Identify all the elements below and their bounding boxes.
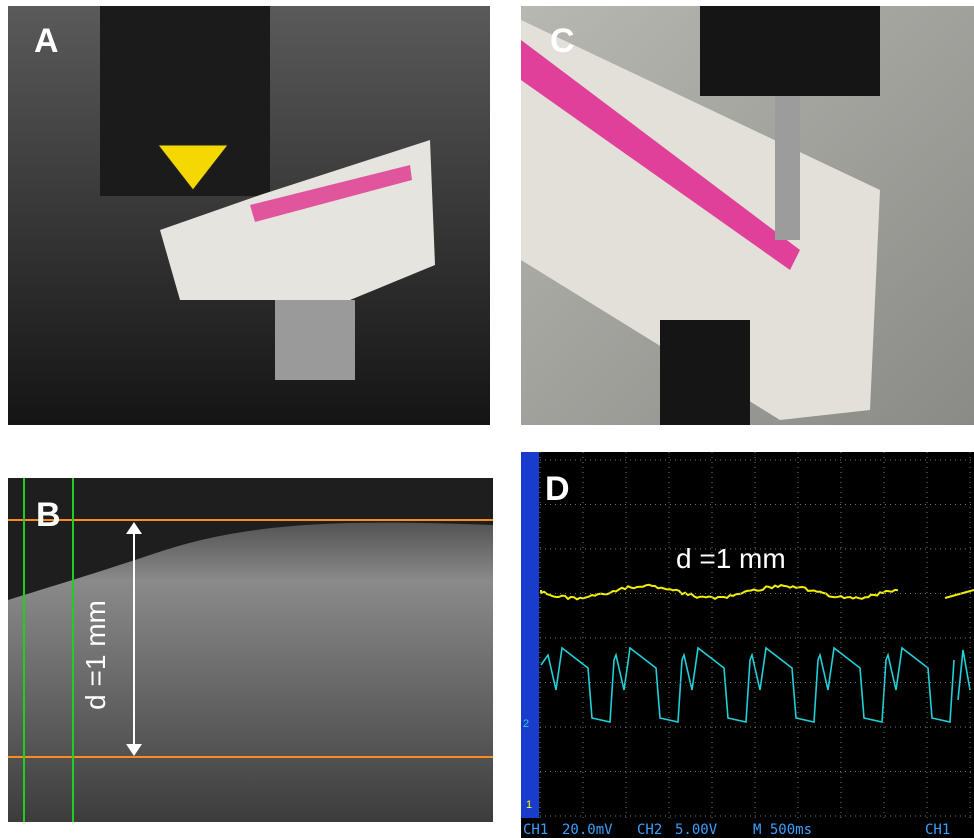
side-bar <box>521 452 539 818</box>
figure: A C d =1 mm B D d =1 mm 2 1 CH1 20.0mV C… <box>0 0 974 838</box>
status-text: CH1 <box>523 822 548 838</box>
status-text: CH1 <box>925 822 950 838</box>
status-text: 20.0mV <box>562 822 613 838</box>
channel-marker: 2 <box>523 718 529 730</box>
status-text: CH2 <box>637 822 662 838</box>
holder <box>660 320 750 425</box>
status-text: M 500ms <box>753 822 812 838</box>
panel-label: A <box>34 22 59 60</box>
clamp <box>700 6 880 96</box>
panel-d: D d =1 mm 2 1 CH1 20.0mV CH2 5.00V M 500… <box>521 452 974 838</box>
panel-label: B <box>36 496 61 534</box>
distance-label: d =1 mm <box>80 600 111 710</box>
panel-a: A <box>8 6 490 425</box>
stage <box>275 300 355 380</box>
distance-label: d =1 mm <box>676 543 786 574</box>
oscilloscope <box>521 452 974 838</box>
panel-label: C <box>550 22 575 60</box>
status-text: 5.00V <box>675 822 718 838</box>
channel-marker: 1 <box>526 799 532 811</box>
panel-c: C <box>521 6 974 425</box>
panel-b: d =1 mm B <box>8 478 493 822</box>
panel-label: D <box>545 470 570 508</box>
